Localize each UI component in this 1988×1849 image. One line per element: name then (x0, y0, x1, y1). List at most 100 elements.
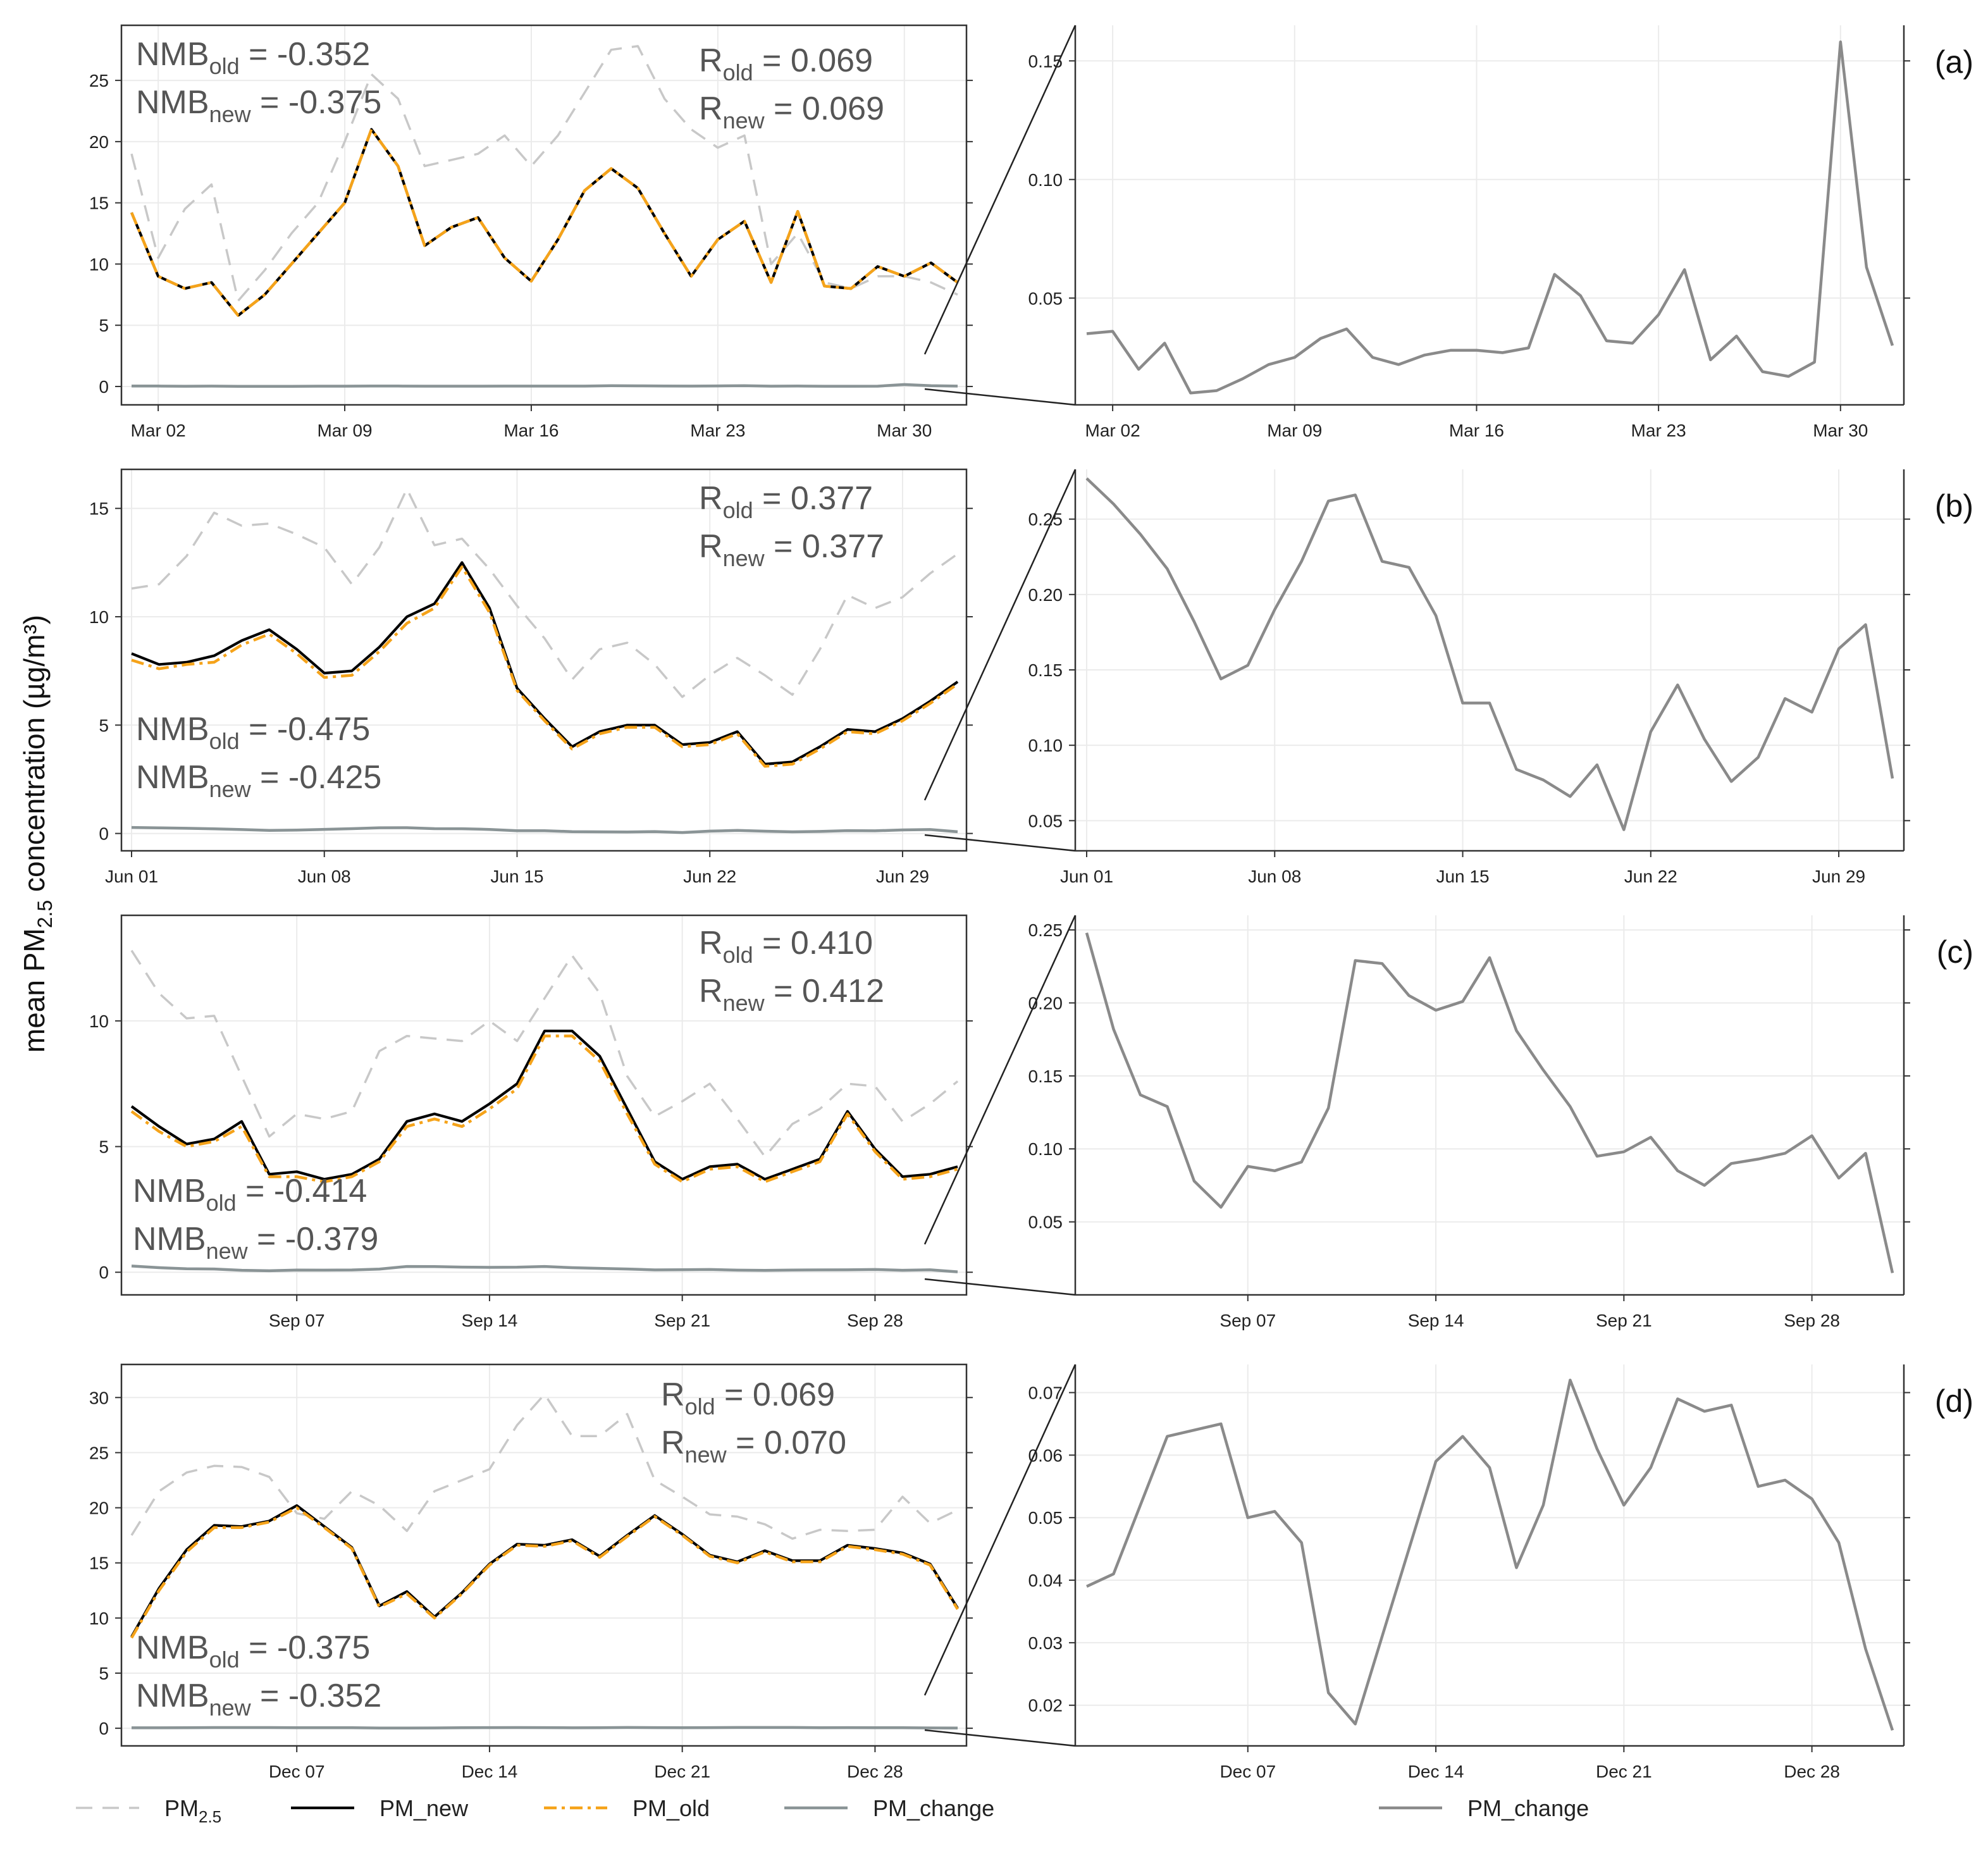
zoom-connector-bottom (924, 834, 1076, 852)
r-new-annotation-value: = 0.069 (765, 90, 884, 127)
y-tick-label: 0.15 (1028, 51, 1063, 71)
x-tick-label: Dec 21 (654, 1762, 710, 1781)
y-tick-label: 0.05 (1028, 288, 1063, 308)
x-tick-label: Jun 29 (876, 867, 929, 886)
r-new-annotation-main: R (699, 528, 723, 565)
y-tick-label: 0.15 (1028, 1067, 1063, 1086)
y-tick-label: 10 (89, 607, 109, 627)
series-pm-old-line (130, 1506, 959, 1639)
y-tick-label: 20 (89, 1499, 109, 1518)
y-axis-label-rest: concentration (µg/m³) (18, 615, 51, 900)
r-new-annotation-sub: new (723, 108, 765, 133)
series-pm-change-line (132, 383, 958, 388)
x-tick-label: Jun 15 (490, 867, 543, 886)
plot-background (1075, 915, 1904, 1295)
right-chart: 0.05 0.10 0.15 0.20 0.25 Jun 01 Jun 08 Jun 15 Ju… (1028, 469, 1910, 886)
y-tick-label: 0.05 (1028, 811, 1063, 831)
legend-label-main: PM_new (380, 1795, 469, 1821)
zoom-connector-bottom (924, 1278, 1076, 1296)
plot-background (121, 469, 966, 851)
r-old-annotation-main: R (699, 42, 723, 79)
y-axis-label-main: mean PM (18, 928, 51, 1053)
legend: PM2.5 PM_new PM_old PM_change PM_change (76, 1795, 1589, 1826)
y-tick-label: 0.10 (1028, 1139, 1063, 1159)
y-tick-label: 15 (89, 1554, 109, 1573)
y-tick-label: 0 (99, 824, 109, 844)
y-tick-label: 25 (89, 71, 109, 90)
x-tick-label: Mar 30 (877, 421, 932, 440)
plot-background (121, 1364, 966, 1746)
x-tick-label: Mar 23 (1631, 421, 1686, 440)
r-old-annotation-main: R (699, 925, 723, 962)
x-tick-label: Dec 07 (1219, 1762, 1276, 1781)
y-tick-label: 30 (89, 1388, 109, 1407)
y-tick-label: 0 (99, 1263, 109, 1282)
r-old-annotation-main: R (699, 480, 723, 517)
y-tick-label: 20 (89, 132, 109, 152)
x-tick-label: Jun 22 (683, 867, 736, 886)
r-old-annotation-value: = 0.410 (753, 925, 873, 962)
r-new-annotation: Rnew = 0.070 (661, 1425, 846, 1468)
y-tick-label: 5 (99, 1664, 109, 1683)
y-tick-label: 15 (89, 194, 109, 213)
nmb-old-annotation-sub: old (209, 1647, 240, 1673)
y-tick-label: 0.02 (1028, 1696, 1063, 1716)
r-new-annotation-main: R (699, 973, 723, 1010)
zoom-connector-top (923, 25, 1077, 355)
nmb-old-annotation: NMBold = -0.375 (136, 1629, 370, 1673)
series-pm-change-zoom-line (1085, 477, 1894, 831)
nmb-new-annotation-value: = -0.425 (251, 759, 382, 796)
r-old-annotation-main: R (661, 1376, 685, 1413)
series-pm-new-line (131, 561, 959, 766)
y-tick-label: 10 (89, 1609, 109, 1628)
series-pm25-line (130, 949, 959, 1158)
y-tick-label: 0.07 (1028, 1383, 1063, 1402)
nmb-new-annotation-sub: new (209, 1695, 252, 1721)
panels: 0 5 10 15 20 25 Mar 02 Mar 09 Mar 16 Mar 23 Mar 30… (89, 24, 1973, 1781)
x-tick-label: Sep 21 (654, 1311, 710, 1330)
r-new-annotation-main: R (661, 1425, 685, 1461)
y-tick-label: 0.03 (1028, 1633, 1063, 1653)
nmb-old-annotation-main: NMB (136, 711, 209, 748)
r-new-annotation-sub: new (723, 545, 765, 571)
series-pm-change-zoom-line (1086, 40, 1894, 395)
panel-label: (b) (1935, 488, 1973, 524)
x-tick-label: Dec 28 (1784, 1762, 1840, 1781)
nmb-new-annotation-value: = -0.379 (248, 1221, 379, 1258)
x-tick-label: Jun 08 (1248, 867, 1301, 886)
series-pm-old-line (130, 128, 959, 317)
y-tick-label: 0.05 (1028, 1508, 1063, 1528)
nmb-old-annotation-sub: old (209, 728, 240, 754)
x-tick-label: Jun 01 (1060, 867, 1113, 886)
r-new-annotation-sub: new (685, 1442, 727, 1468)
series-pm25-line (130, 1393, 958, 1540)
y-tick-label: 25 (89, 1443, 109, 1463)
plot-background (1075, 25, 1904, 405)
legend-label-pm-change-zoom: PM_change (1467, 1795, 1589, 1821)
plot-background (1075, 1364, 1904, 1746)
right-chart: 0.05 0.10 0.15 Mar 02 Mar 09 Mar 16 Mar 23 Mar … (1028, 25, 1910, 440)
nmb-new-annotation: NMBnew = -0.375 (136, 84, 381, 127)
y-tick-label: 0.25 (1028, 920, 1063, 940)
r-new-annotation: Rnew = 0.377 (699, 528, 884, 571)
legend-label-main: PM_old (633, 1795, 710, 1821)
r-old-annotation-sub: old (723, 59, 753, 85)
y-tick-label: 5 (99, 715, 109, 735)
nmb-new-annotation: NMBnew = -0.425 (136, 759, 381, 802)
series-pm-change-line (131, 826, 958, 834)
y-tick-label: 0.25 (1028, 510, 1063, 529)
r-new-annotation: Rnew = 0.069 (699, 90, 884, 133)
x-tick-label: Jun 29 (1812, 867, 1865, 886)
nmb-new-annotation-main: NMB (133, 1221, 206, 1258)
x-tick-label: Mar 16 (1449, 421, 1504, 440)
legend-label-sub: 2.5 (199, 1807, 221, 1826)
nmb-old-annotation: NMBold = -0.475 (136, 711, 370, 754)
x-tick-label: Sep 14 (1408, 1311, 1464, 1330)
nmb-new-annotation-main: NMB (136, 84, 209, 121)
zoom-connector-top (923, 915, 1077, 1245)
x-tick-label: Sep 07 (269, 1311, 325, 1330)
